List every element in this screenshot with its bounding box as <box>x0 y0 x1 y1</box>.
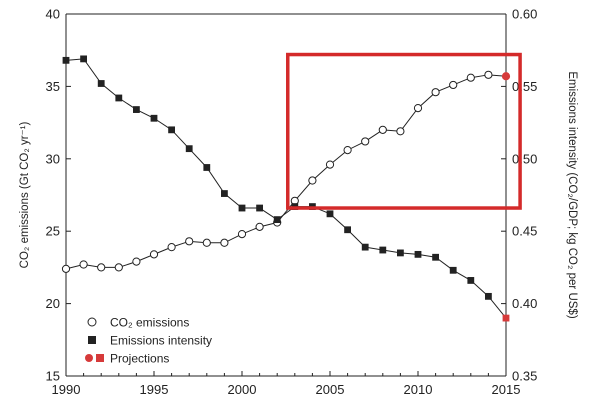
co2-emissions-point <box>114 263 123 272</box>
emissions-intensity-line <box>65 58 507 319</box>
co2-emissions-point <box>431 88 440 97</box>
y-left-tick-label: 30 <box>46 151 60 166</box>
emissions-intensity-point <box>62 56 70 64</box>
x-tick-label: 1995 <box>140 382 169 397</box>
x-tick-label: 2015 <box>492 382 521 397</box>
co2-emissions-point <box>361 137 370 146</box>
co2-emissions-point <box>149 250 159 259</box>
emissions-intensity-point <box>115 94 123 102</box>
co2-emissions-point <box>449 80 458 90</box>
y-left-tick-label: 35 <box>46 79 60 94</box>
x-tick-label: 1990 <box>52 382 81 397</box>
emissions-intensity-point <box>150 114 158 122</box>
co2-emissions-point <box>484 70 493 79</box>
co2-emissions-projection-point <box>501 72 511 81</box>
legend-filled-square-icon <box>88 336 96 344</box>
co2-emissions-point <box>378 125 387 134</box>
emissions-intensity-point <box>449 266 457 274</box>
co2-emissions-point <box>466 73 475 82</box>
x-tick-label: 2000 <box>228 382 257 397</box>
legend-open-circle-icon <box>87 317 97 327</box>
co2-emissions-point <box>97 263 106 272</box>
emissions-intensity-point <box>485 292 492 300</box>
co2-emissions-point <box>343 146 352 155</box>
y-right-tick-label: 0.50 <box>512 151 537 166</box>
emissions-intensity-point <box>414 250 422 258</box>
emissions-intensity-projection-point <box>502 314 510 322</box>
emissions-intensity-point <box>326 210 334 218</box>
legend-red-square-icon <box>96 354 104 362</box>
co2-emissions-point <box>202 238 211 247</box>
co2-emissions-point <box>185 237 194 246</box>
y-left-tick-label: 20 <box>46 296 60 311</box>
legend-layer: CO₂ emissions Emissions intensity Projecti… <box>85 316 212 366</box>
legend-label: Emissions intensity <box>110 334 212 348</box>
co2-emissions-point <box>79 260 88 269</box>
co2-emissions-point <box>220 238 229 247</box>
co2-emissions-point <box>132 257 141 266</box>
x-tick-label: 2010 <box>404 382 433 397</box>
co2-emissions-line <box>65 74 507 270</box>
co2-emissions-point <box>308 176 317 185</box>
emissions-intensity-point <box>344 226 351 234</box>
co2-emissions-point <box>167 243 176 252</box>
co2-emissions-point <box>325 160 335 169</box>
legend-label: Projections <box>110 352 169 366</box>
emissions-intensity-point <box>185 145 193 153</box>
co2-emissions-point <box>255 222 264 231</box>
y-right-tick-label: 0.60 <box>512 7 537 22</box>
y-right-axis-label: Emissions intensity (CO₂/GDP; kg CO₂ per… <box>566 71 578 318</box>
y-right-tick-label: 0.35 <box>512 369 537 384</box>
emissions-intensity-point <box>467 277 475 284</box>
co2-emissions-point <box>61 264 71 273</box>
y-left-tick-label: 15 <box>46 369 60 384</box>
emissions-intensity-point <box>203 164 211 171</box>
emissions-intensity-point <box>221 190 228 197</box>
emissions-intensity-point <box>168 126 175 134</box>
y-left-axis-label: CO₂ emissions (Gt CO₂ yr⁻¹) <box>19 122 31 269</box>
co2-emissions-point <box>237 229 247 239</box>
emissions-intensity-point <box>80 55 87 63</box>
emissions-intensity-point <box>273 216 281 224</box>
emissions-intensity-point <box>133 106 140 113</box>
series-layer <box>61 55 511 322</box>
emissions-intensity-point <box>432 253 439 261</box>
legend-red-circle-icon <box>85 354 93 362</box>
emissions-intensity-point <box>256 204 263 212</box>
y-right-tick-label: 0.40 <box>512 296 537 311</box>
y-left-tick-label: 40 <box>46 7 60 22</box>
emissions-intensity-point <box>238 204 246 212</box>
x-tick-label: 2005 <box>316 382 345 397</box>
y-right-tick-label: 0.45 <box>512 224 537 239</box>
y-right-tick-label: 0.55 <box>512 79 537 94</box>
axes-layer: 1990 1995 2000 2005 2010 2015 15 20 25 30 35 40 0.35… <box>19 7 578 398</box>
legend-label: CO₂ emissions <box>110 316 189 330</box>
y-left-tick-label: 25 <box>46 224 60 239</box>
emissions-intensity-point <box>379 246 387 254</box>
emissions-intensity-point <box>97 80 105 87</box>
co2-emissions-point <box>413 104 423 113</box>
emissions-intensity-point <box>361 243 369 251</box>
highlight-layer <box>286 52 522 210</box>
co2-emissions-point <box>396 127 405 136</box>
highlight-box <box>286 52 522 210</box>
emissions-intensity-point <box>397 249 404 257</box>
